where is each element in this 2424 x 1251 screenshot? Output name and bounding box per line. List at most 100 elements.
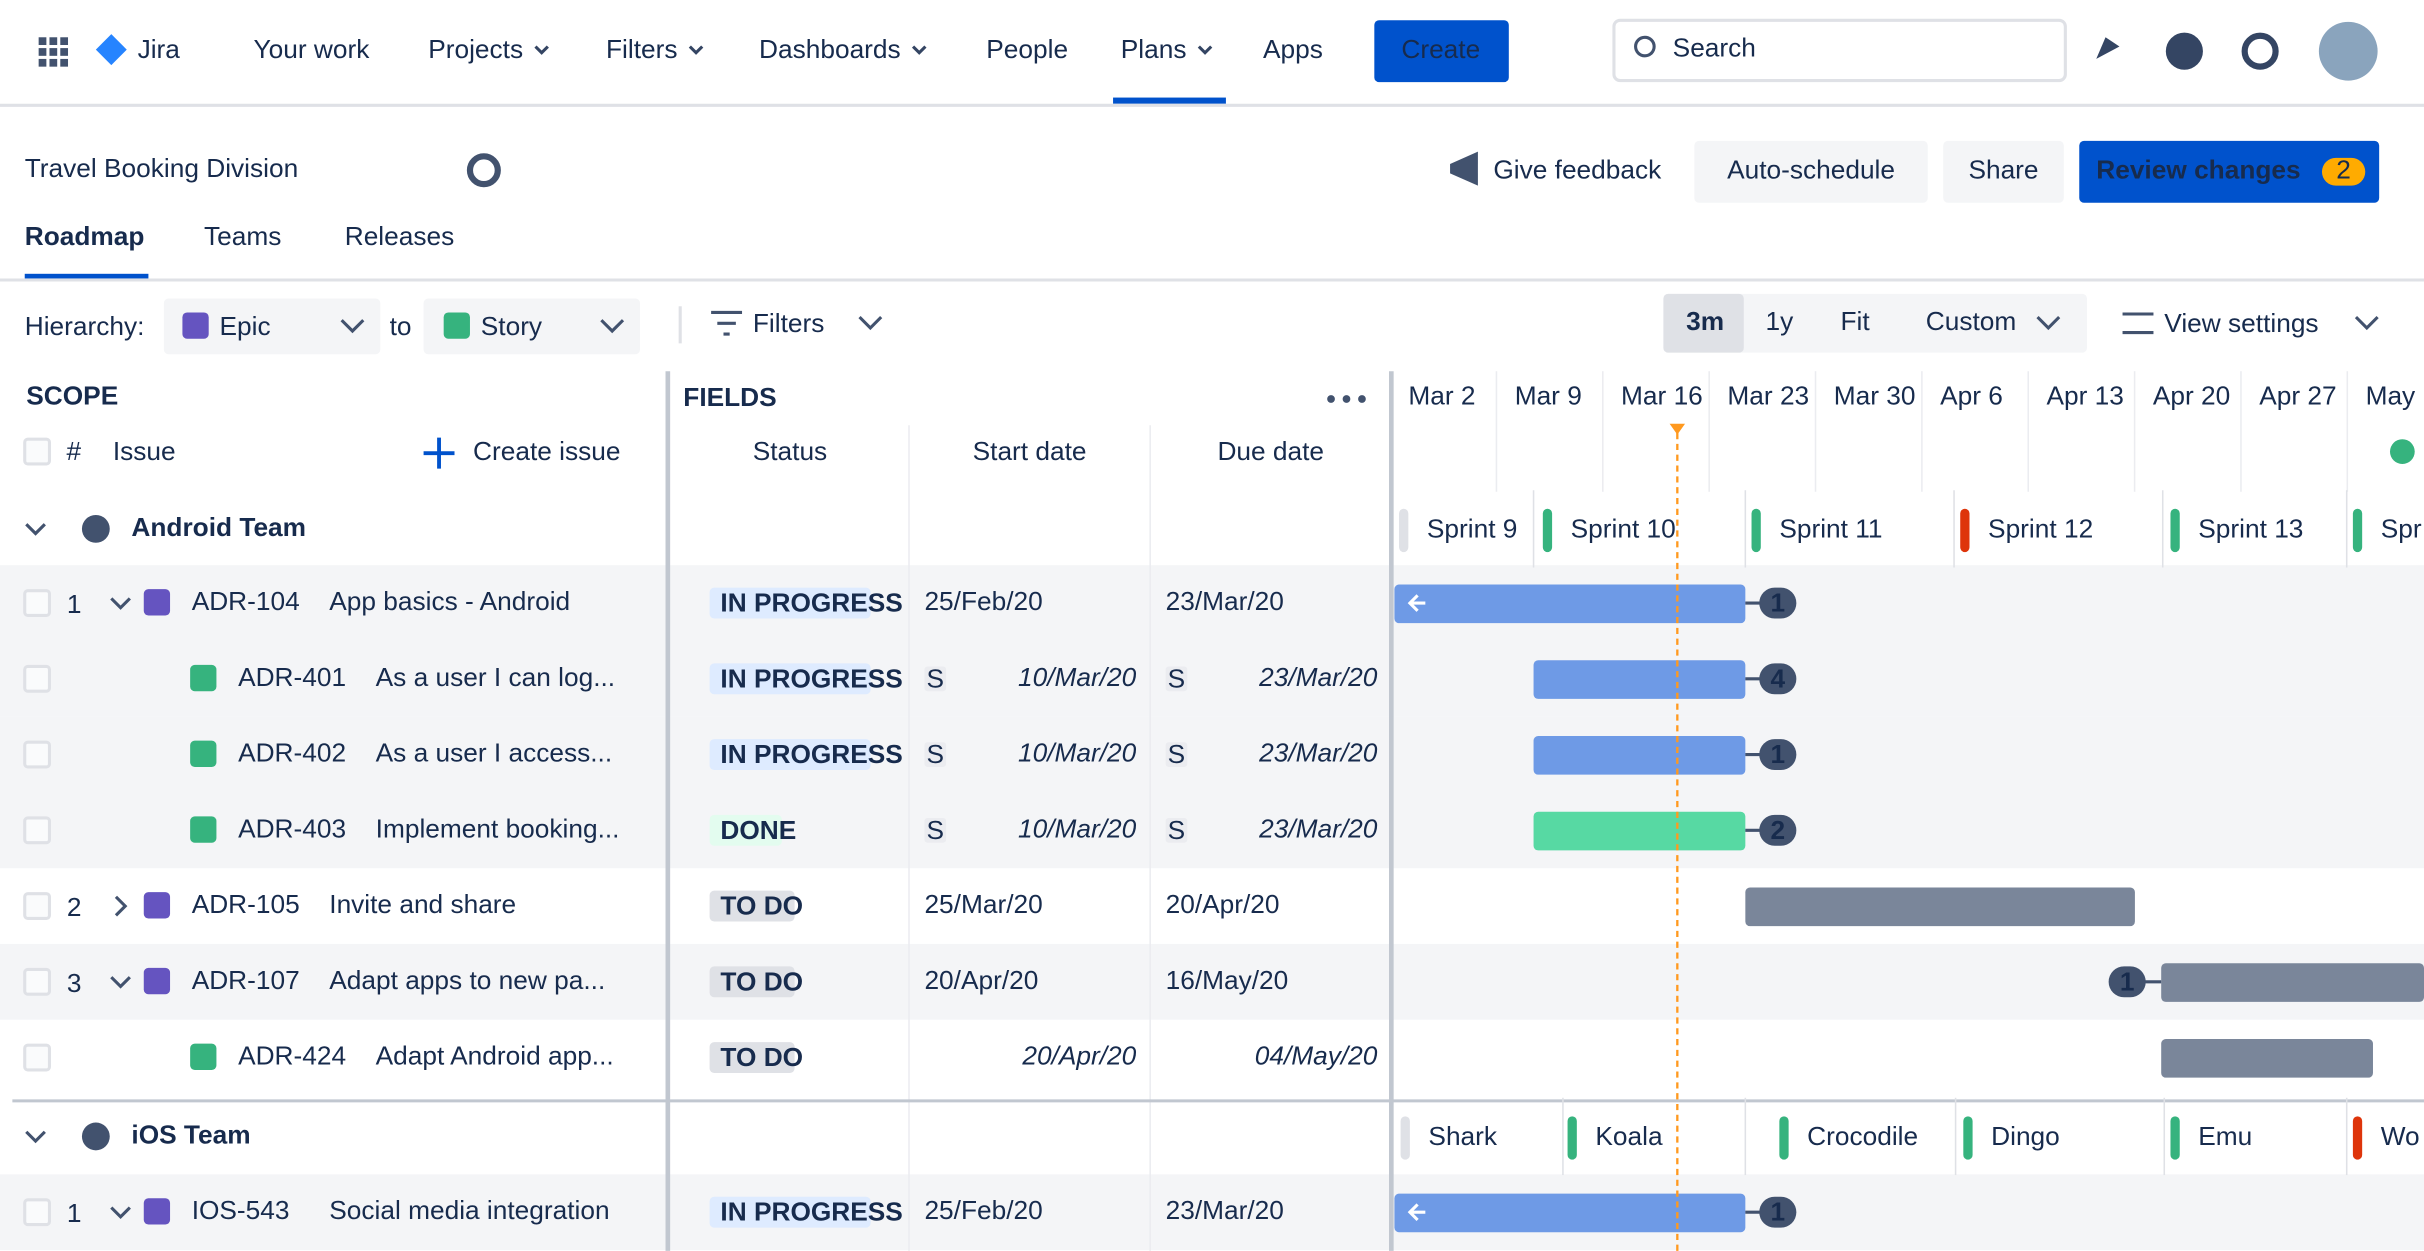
view-settings[interactable]: View settings <box>2164 308 2318 338</box>
issue-summary: Implement booking... <box>376 813 620 843</box>
checkbox[interactable] <box>23 437 52 466</box>
rank: 2 <box>67 892 82 922</box>
issue-key[interactable]: ADR-424 <box>238 1041 346 1071</box>
search-box[interactable] <box>1612 18 2067 83</box>
issue-key[interactable]: IOS-543 <box>192 1195 290 1225</box>
week-label: Mar 23 <box>1727 380 1809 410</box>
row-chevron[interactable] <box>114 895 128 917</box>
avatar[interactable] <box>2318 21 2378 81</box>
epic-icon <box>143 1198 171 1225</box>
today-marker <box>1669 423 1686 435</box>
timeline-bar[interactable] <box>1394 584 1746 624</box>
timeline-bar[interactable] <box>1745 887 2135 927</box>
sprint-status <box>1960 508 1970 553</box>
story-icon <box>190 1043 217 1070</box>
checkbox[interactable] <box>23 589 52 617</box>
week-label: Mar 30 <box>1834 380 1916 410</box>
row-chevron[interactable] <box>110 597 131 610</box>
tab[interactable]: Teams <box>204 221 281 251</box>
settings[interactable] <box>2241 32 2279 70</box>
epic-icon <box>143 589 171 616</box>
sprint-badge <box>1165 817 1188 843</box>
apps-dot[interactable] <box>38 48 47 56</box>
header-button[interactable] <box>1694 140 1928 203</box>
range-option[interactable]: 1y <box>1765 306 1794 336</box>
filters-button[interactable]: Filters <box>753 308 825 338</box>
checkbox[interactable] <box>23 892 52 920</box>
timeline-bar[interactable] <box>1533 660 1746 699</box>
more-dot[interactable] <box>1342 395 1351 403</box>
nav-item[interactable]: Apps <box>1263 34 1323 64</box>
tab[interactable]: Roadmap <box>25 221 145 251</box>
to-word: to <box>390 311 412 341</box>
nav-item[interactable]: Plans <box>1121 34 1187 64</box>
timeline-bar[interactable] <box>1533 736 1746 775</box>
feedback-link[interactable]: Give feedback <box>1493 155 1662 185</box>
team-icon <box>81 1122 110 1151</box>
apps-dot[interactable] <box>49 37 58 46</box>
timeline-bar[interactable] <box>1533 811 1746 851</box>
nav-item[interactable]: People <box>986 34 1068 64</box>
nav-item[interactable]: Dashboards <box>759 34 901 64</box>
due-date: 23/Mar/20 <box>1258 662 1378 692</box>
checkbox[interactable] <box>23 740 52 769</box>
apps-dot[interactable] <box>38 37 47 46</box>
range-option[interactable]: 3m <box>1686 306 1724 336</box>
apps-dot[interactable] <box>60 58 69 67</box>
issue-key[interactable]: ADR-107 <box>192 965 300 995</box>
checkbox[interactable] <box>23 816 52 845</box>
sprint-name: Sprint 11 <box>1779 513 1882 543</box>
more-dot[interactable] <box>1358 395 1366 403</box>
sprint-badge-label: S <box>927 739 945 769</box>
checkbox[interactable] <box>23 1198 52 1227</box>
header-button[interactable] <box>1943 140 2064 203</box>
checkbox[interactable] <box>23 1043 52 1072</box>
row-chevron[interactable] <box>110 1206 131 1220</box>
apps-dot[interactable] <box>60 37 69 46</box>
help[interactable] <box>2165 32 2203 70</box>
start-date: 25/Feb/20 <box>924 586 1042 616</box>
issue-key[interactable]: ADR-104 <box>192 586 300 616</box>
timeline-bar[interactable] <box>1394 1193 1746 1233</box>
create-button[interactable] <box>1374 20 1509 83</box>
tab-underline <box>24 273 149 279</box>
issue-key[interactable]: ADR-402 <box>238 738 346 768</box>
timeline-bar[interactable] <box>2161 1039 2373 1078</box>
week-label: Apr 20 <box>2153 380 2230 410</box>
nav-item[interactable]: Projects <box>428 34 523 64</box>
week-label: Apr 13 <box>2046 380 2123 410</box>
apps-dot[interactable] <box>49 48 58 56</box>
group-chevron[interactable] <box>25 1130 46 1144</box>
issue-key[interactable]: ADR-401 <box>238 662 346 692</box>
notifications[interactable] <box>2096 37 2120 59</box>
status-label: TO DO <box>720 966 803 996</box>
due-date: 16/May/20 <box>1166 965 1289 995</box>
nav-item[interactable]: Filters <box>606 34 678 64</box>
group-chevron[interactable] <box>25 523 46 536</box>
start-date: 10/Mar/20 <box>1018 662 1137 692</box>
issue-key[interactable]: ADR-403 <box>238 813 346 843</box>
sprint-status <box>2170 1116 2180 1160</box>
megaphone <box>1450 151 1478 186</box>
review-button[interactable] <box>2079 140 2380 203</box>
create-issue[interactable]: Create issue <box>473 436 620 466</box>
hierarchy-from-label: Epic <box>220 311 271 341</box>
dependency-badge <box>1759 739 1797 771</box>
checkbox[interactable] <box>23 967 52 996</box>
hierarchy-from[interactable] <box>163 298 381 355</box>
apps-dot[interactable] <box>60 48 69 56</box>
title-settings[interactable] <box>466 153 501 188</box>
more-dot[interactable] <box>1327 395 1335 403</box>
issue-key[interactable]: ADR-105 <box>192 889 300 919</box>
range-option[interactable]: Custom <box>1926 306 2017 336</box>
checkbox[interactable] <box>23 664 52 693</box>
range-option[interactable]: Fit <box>1841 306 1871 336</box>
status-label: DONE <box>720 815 796 845</box>
timeline-bar[interactable] <box>2161 963 2424 1002</box>
apps-dot[interactable] <box>38 58 47 67</box>
row-chevron[interactable] <box>110 976 131 989</box>
nav-item[interactable]: Your work <box>254 34 371 64</box>
hierarchy-to[interactable] <box>423 298 641 355</box>
tab[interactable]: Releases <box>345 221 455 251</box>
apps-dot[interactable] <box>49 58 58 67</box>
